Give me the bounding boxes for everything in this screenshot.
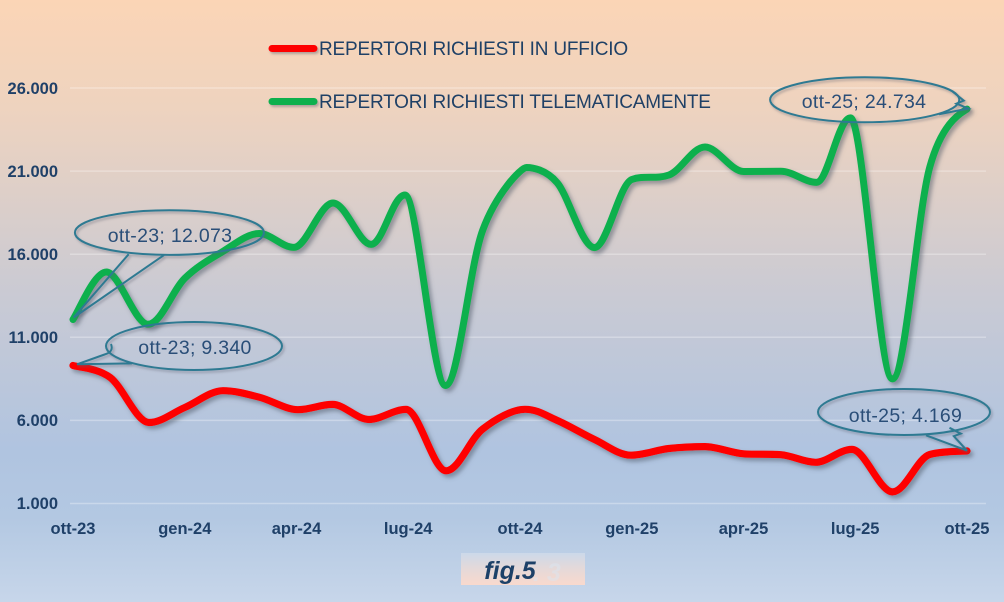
svg-text:. 3: . 3 — [533, 559, 561, 587]
svg-text:apr-24: apr-24 — [272, 520, 322, 538]
svg-text:ott-25; 4.169: ott-25; 4.169 — [849, 405, 962, 427]
svg-text:REPERTORI RICHIESTI IN UFFICIO: REPERTORI RICHIESTI IN UFFICIO — [319, 39, 628, 60]
svg-text:lug-25: lug-25 — [831, 520, 880, 538]
svg-text:26.000: 26.000 — [8, 80, 58, 98]
svg-text:ott-25; 24.734: ott-25; 24.734 — [802, 91, 927, 113]
svg-text:lug-24: lug-24 — [384, 520, 433, 538]
svg-text:REPERTORI RICHIESTI TELEMATICA: REPERTORI RICHIESTI TELEMATICAMENTE — [319, 92, 711, 113]
svg-text:gen-24: gen-24 — [158, 520, 212, 538]
svg-text:16.000: 16.000 — [8, 246, 58, 264]
svg-text:1.000: 1.000 — [17, 495, 58, 513]
svg-text:fig.5: fig.5 — [484, 557, 536, 585]
svg-text:6.000: 6.000 — [17, 412, 58, 430]
svg-text:ott-24: ott-24 — [498, 520, 544, 538]
svg-text:21.000: 21.000 — [8, 163, 58, 181]
svg-text:ott-25: ott-25 — [945, 520, 990, 538]
svg-text:gen-25: gen-25 — [605, 520, 658, 538]
svg-text:ott-23; 12.073: ott-23; 12.073 — [108, 225, 233, 247]
svg-text:ott-23; 9.340: ott-23; 9.340 — [138, 337, 251, 359]
svg-text:apr-25: apr-25 — [719, 520, 769, 538]
svg-text:ott-23: ott-23 — [51, 520, 96, 538]
svg-text:11.000: 11.000 — [8, 329, 58, 347]
